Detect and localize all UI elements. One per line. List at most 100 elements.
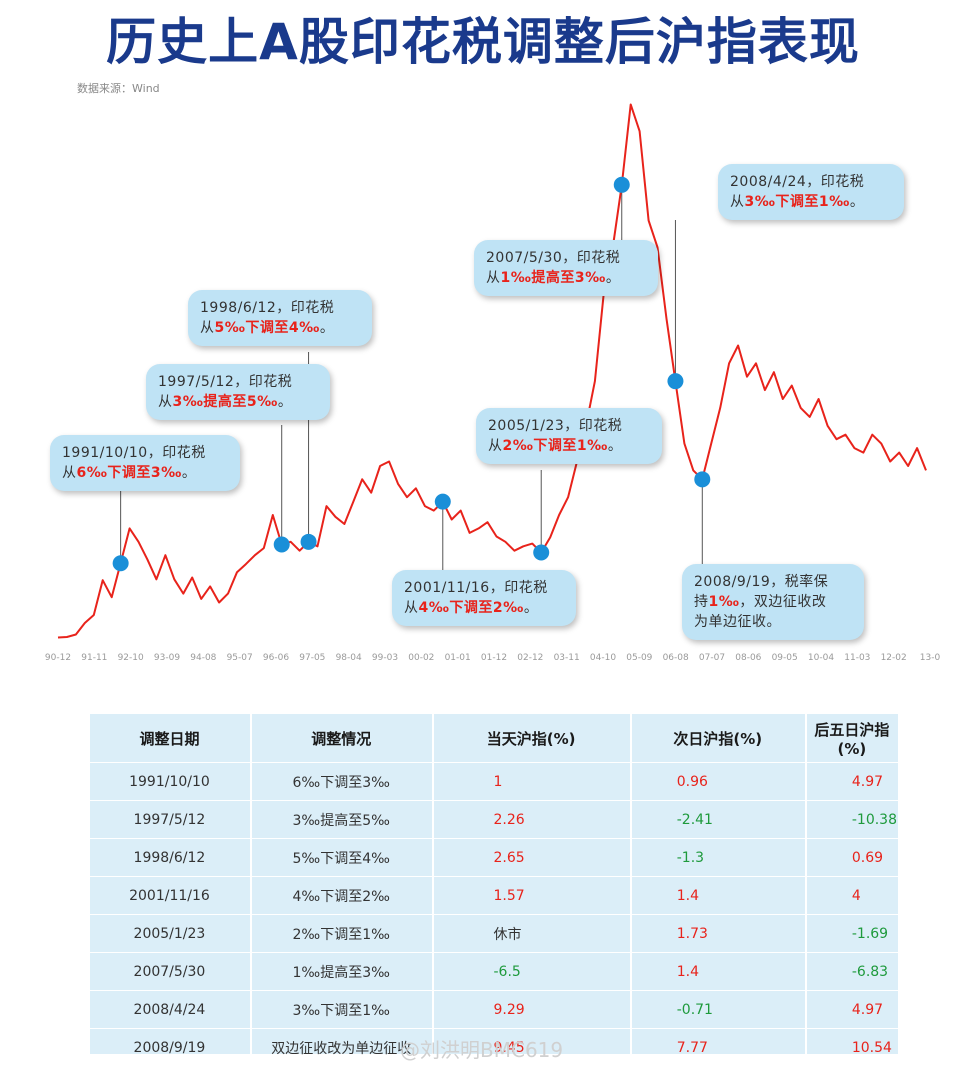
x-tick-label: 94-08 [190,653,216,663]
table-cell: 4.97 [805,762,898,801]
callout-highlight: 3‰下调至1‰ [744,194,850,210]
callout-2001: 2001/11/16，印花税 从4‰下调至2‰。 [392,570,576,626]
table-cell: 6‰下调至3‰ [250,762,434,801]
x-tick-label: 02-12 [517,653,543,663]
data-source: 数据来源：Wind [77,82,160,95]
callout-2008-09: 2008/9/19，税率保 持1‰，双边征收改 为单边征收。 [682,564,864,640]
event-marker [112,555,129,572]
callout-text: 2008/4/24，印花税 [730,174,865,190]
callout-text: 。 [277,394,293,410]
callout-text: 2005/1/23，印花税 [488,418,623,434]
watermark: @刘洪明BMC619 [400,1038,564,1062]
data-table: 调整日期 调整情况 当天沪指(%) 次日沪指(%) 后五日沪指(%) 1991/… [90,714,898,1066]
table-cell: -1.69 [805,914,898,953]
table-cell: -1.3 [630,838,807,877]
callout-highlight: 1‰提高至3‰ [500,270,606,286]
table-cell: 2008/4/24 [90,990,252,1029]
table-cell: 9.45 [432,1028,632,1066]
x-tick-label: 90-12 [45,653,71,663]
callout-text: 。 [605,270,621,286]
table-cell: -10.38 [805,800,898,839]
table-cell: 2005/1/23 [90,914,252,953]
table-cell: 1997/5/12 [90,800,252,839]
table-row: 2008/9/19 双边征收改为单边征收 9.45 7.77 10.54 [90,1028,898,1066]
table-cell: 0.96 [630,762,807,801]
table-cell: -0.71 [630,990,807,1029]
event-marker [273,536,290,553]
table-cell: -6.5 [432,952,632,991]
table-cell: 1.73 [630,914,807,953]
table-cell: -2.41 [630,800,807,839]
header-change: 调整情况 [250,714,434,763]
callout-1991: 1991/10/10，印花税 从6‰下调至3‰。 [50,435,240,491]
table-cell: 3‰提高至5‰ [250,800,434,839]
x-tick-label: 96-06 [263,653,289,663]
callout-text: 。 [523,600,539,616]
callout-text: 1998/6/12，印花税 [200,300,335,316]
callout-text: 。 [849,194,865,210]
table-row: 2005/1/23 2‰下调至1‰ 休市 1.73 -1.69 [90,914,898,953]
callout-text: 从 [62,465,77,481]
table-row: 2008/4/24 3‰下调至1‰ 9.29 -0.71 4.97 [90,990,898,1029]
callout-text: 2001/11/16，印花税 [404,580,548,596]
callout-highlight: 3‰提高至5‰ [172,394,278,410]
header-next-day: 次日沪指(%) [630,714,807,763]
table-cell: 2‰下调至1‰ [250,914,434,953]
x-tick-label: 98-04 [336,653,362,663]
table-cell: 0.69 [805,838,898,877]
event-marker [694,471,711,488]
table-cell: 1‰提高至3‰ [250,952,434,991]
table-cell: 10.54 [805,1028,898,1066]
x-tick-label: 06-08 [663,653,689,663]
series-line [57,103,927,639]
table-cell: 7.77 [630,1028,807,1066]
callout-2007: 2007/5/30，印花税 从1‰提高至3‰。 [474,240,658,296]
callout-highlight: 6‰下调至3‰ [76,465,182,481]
x-tick-label: 05-09 [626,653,652,663]
callout-text: 从 [488,438,503,454]
table-cell: 1998/6/12 [90,838,252,877]
x-tick-label: 03-11 [554,653,580,663]
callout-text: 2008/9/19，税率保 [694,574,829,590]
callout-text: 从 [730,194,745,210]
event-marker [667,373,684,390]
table-cell: 3‰下调至1‰ [250,990,434,1029]
table-cell: 4‰下调至2‰ [250,876,434,915]
table-row: 1998/6/12 5‰下调至4‰ 2.65 -1.3 0.69 [90,838,898,877]
callout-highlight: 1‰ [708,594,740,610]
table-cell: 2001/11/16 [90,876,252,915]
callout-1998: 1998/6/12，印花税 从5‰下调至4‰。 [188,290,372,346]
callout-highlight: 4‰下调至2‰ [418,600,524,616]
table-cell: -6.83 [805,952,898,991]
page-title: 历史上A股印花税调整后沪指表现 [106,13,860,71]
line-chart: 90-12 91-11 92-10 93-09 94-08 95-07 96-06 97-05… [45,103,941,663]
x-tick-label: 13-0 [920,653,941,663]
header-date: 调整日期 [90,714,252,763]
callout-text: 1997/5/12，印花税 [158,374,293,390]
x-tick-label: 92-10 [118,653,144,663]
callout-text: 1991/10/10，印花税 [62,445,206,461]
table-cell: 1991/10/10 [90,762,252,801]
event-marker [434,493,451,510]
x-tick-label: 01-12 [481,653,507,663]
table-cell: 2.65 [432,838,632,877]
header-day: 当天沪指(%) [432,714,632,763]
table-cell: 2.26 [432,800,632,839]
table-cell: 2008/9/19 [90,1028,252,1066]
table-row: 1997/5/12 3‰提高至5‰ 2.26 -2.41 -10.38 [90,800,898,839]
table-cell: 双边征收改为单边征收 [250,1028,434,1066]
x-tick-label: 10-04 [808,653,834,663]
x-tick-label: 95-07 [227,653,253,663]
event-marker [300,533,317,550]
callout-text: 为单边征收。 [694,614,781,630]
callout-1997: 1997/5/12，印花税 从3‰提高至5‰。 [146,364,330,420]
callout-highlight: 5‰下调至4‰ [214,320,320,336]
table-cell: 1.4 [630,876,807,915]
table-cell: 4.97 [805,990,898,1029]
header-five-day: 后五日沪指(%) [814,720,890,758]
callout-2008-04: 2008/4/24，印花税 从3‰下调至1‰。 [718,164,904,220]
x-tick-label: 07-07 [699,653,725,663]
callout-text: 持 [694,594,709,610]
table-cell: 1.4 [630,952,807,991]
table-cell: 1 [432,762,632,801]
